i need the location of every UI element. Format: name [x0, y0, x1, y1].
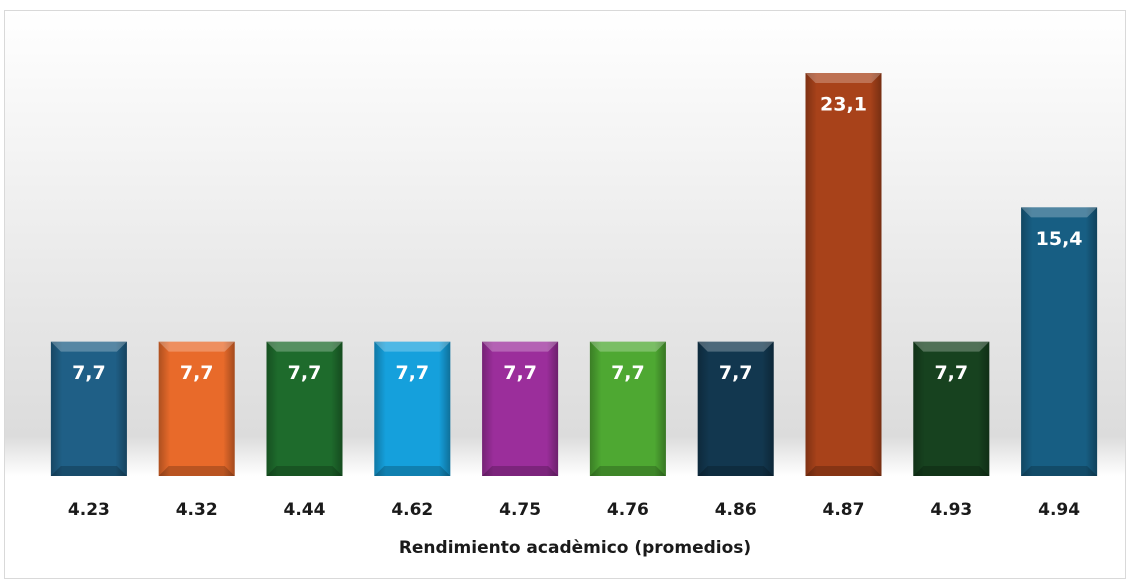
bar-shade — [482, 341, 559, 476]
data-label: 7,7 — [180, 362, 214, 384]
bar-bevel-top — [482, 341, 559, 352]
bar-bevel-top — [805, 73, 882, 83]
bar-bevel-bottom — [266, 466, 343, 476]
x-tick-label: 4.62 — [391, 500, 433, 520]
bar-bevel-top — [589, 341, 666, 352]
data-label: 15,4 — [1036, 228, 1083, 250]
bar-bevel-bottom — [589, 466, 666, 476]
bar-bevel-bottom — [50, 466, 127, 476]
bar-shade — [158, 341, 235, 476]
bar-bevel-top — [50, 341, 127, 352]
data-label: 7,7 — [503, 362, 537, 384]
bar-bevel-bottom — [697, 466, 774, 476]
bar-bevel-top — [158, 341, 235, 352]
bar-bevel-top — [697, 341, 774, 352]
bar-shade — [1021, 207, 1098, 477]
data-label: 7,7 — [72, 362, 106, 384]
x-tick-label: 4.93 — [930, 500, 972, 520]
x-tick-label: 4.76 — [607, 500, 649, 520]
data-label: 23,1 — [820, 94, 867, 116]
x-tick-label: 4.23 — [68, 500, 110, 520]
bar-shade — [697, 341, 774, 476]
data-label: 7,7 — [934, 362, 968, 384]
x-tick-label: 4.32 — [176, 500, 218, 520]
data-label: 7,7 — [719, 362, 753, 384]
data-label: 7,7 — [288, 362, 322, 384]
bar-shade — [266, 341, 343, 476]
bar-bevel-bottom — [913, 466, 990, 476]
bar-shade — [50, 341, 127, 476]
x-tick-label: 4.87 — [823, 500, 865, 520]
bar-shade — [805, 73, 882, 476]
bar-bevel-top — [374, 341, 451, 352]
x-tick-label: 4.44 — [284, 500, 326, 520]
bar-bevel-top — [913, 341, 990, 352]
x-axis-title: Rendimiento acadèmico (promedios) — [399, 538, 751, 558]
bar-bevel-bottom — [374, 466, 451, 476]
data-label: 7,7 — [611, 362, 645, 384]
bar-bevel-top — [266, 341, 343, 352]
data-label: 7,7 — [395, 362, 429, 384]
chart-area — [4, 10, 1126, 579]
x-tick-label: 4.75 — [499, 500, 541, 520]
x-tick-label: 4.86 — [715, 500, 757, 520]
x-tick-label: 4.94 — [1038, 500, 1080, 520]
bar-shade — [913, 341, 990, 476]
bar-bevel-bottom — [158, 466, 235, 476]
bar-bevel-bottom — [1021, 466, 1098, 476]
bar-bevel-top — [1021, 207, 1098, 218]
bar-bevel-bottom — [482, 466, 559, 476]
bar-shade — [374, 341, 451, 476]
bar-shade — [589, 341, 666, 476]
bar-bevel-bottom — [805, 466, 882, 476]
